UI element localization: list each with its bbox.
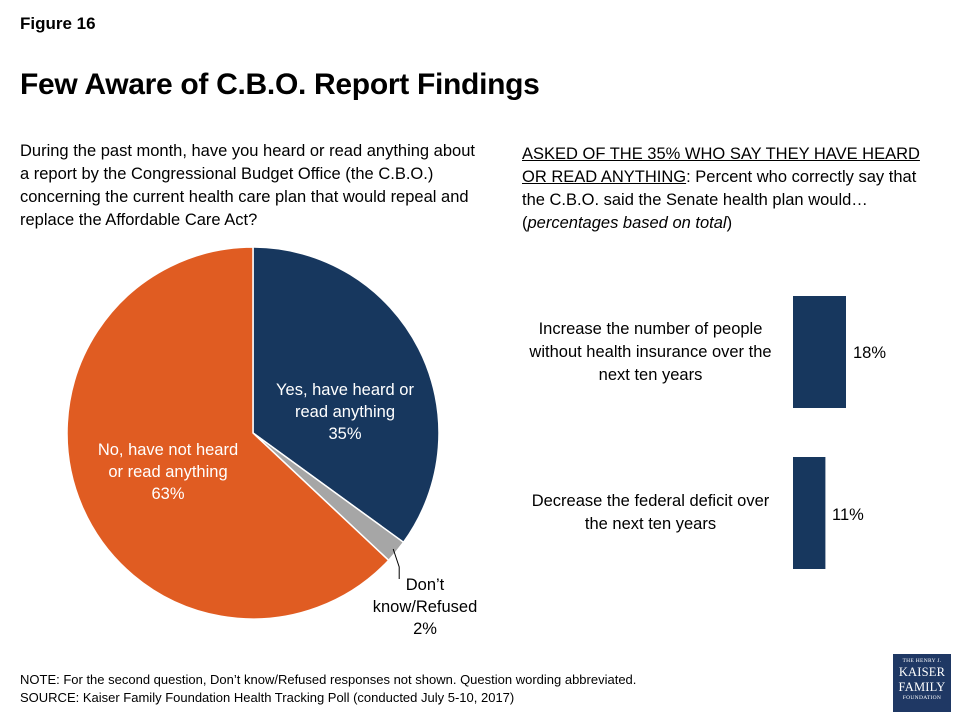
chart-title: Few Aware of C.B.O. Report Findings (20, 68, 540, 101)
bar-category-1-line1: Increase the number of people (538, 320, 763, 338)
pie-label-yes-line1: Yes, have heard or (276, 381, 414, 399)
logo-line2: KAISER (898, 665, 946, 679)
pie-leader-line (392, 548, 400, 579)
pie-slice-yes (252, 246, 440, 544)
note-text: NOTE: For the second question, Don’t kno… (20, 672, 637, 687)
bar-category-2: Decrease the federal deficit over the ne… (513, 490, 788, 536)
right-question-paren-open: ( (522, 214, 528, 232)
bar-category-2-line1: Decrease the federal deficit over (531, 492, 770, 510)
right-question-text: : Percent who correctly say that the C.B… (522, 168, 917, 209)
figure-label: Figure 16 (20, 14, 96, 33)
kff-logo: THE HENRY J. KAISER FAMILY FOUNDATION (893, 654, 951, 712)
right-question-italic: percentages based on total (527, 214, 727, 232)
pie-slice-no (66, 246, 390, 620)
bar-category-1-line2: without health insurance over the (529, 343, 772, 361)
pie-label-yes: Yes, have heard or read anything 35% (250, 379, 440, 445)
bar-value-1: 18% (853, 344, 887, 362)
pie-label-yes-value: 35% (328, 425, 362, 443)
source-text: SOURCE: Kaiser Family Foundation Health … (20, 690, 515, 705)
pie-chart (66, 246, 440, 620)
right-question-underlined: ASKED OF THE 35% WHO SAY THEY HAVE HEARD… (522, 145, 920, 186)
pie-label-dontknow-value: 2% (413, 620, 437, 638)
left-question: During the past month, have you heard or… (20, 142, 475, 229)
bar-chart (793, 296, 846, 569)
pie-label-no: No, have not heard or read anything 63% (73, 439, 263, 505)
right-question: ASKED OF THE 35% WHO SAY THEY HAVE HEARD… (522, 143, 932, 235)
pie-label-dontknow-line1: Don’t (405, 576, 445, 594)
right-question-paren-close: ) (726, 214, 733, 232)
logo-line4: FOUNDATION (902, 695, 942, 701)
bar-2 (793, 457, 826, 569)
bar-category-2-line2: the next ten years (584, 515, 717, 533)
logo-line3: FAMILY (898, 680, 946, 694)
pie-label-dontknow: Don’t know/Refused 2% (360, 574, 490, 640)
bar-1 (793, 296, 846, 408)
footnotes: NOTE: For the second question, Don’t kno… (20, 671, 636, 707)
bar-category-1-line3: next ten years (598, 366, 703, 384)
pie-label-no-line1: No, have not heard (97, 441, 239, 459)
bar-value-2: 11% (832, 506, 864, 524)
pie-label-no-line2: or read anything (108, 463, 228, 481)
pie-label-yes-line2: read anything (295, 403, 395, 421)
pie-label-dontknow-line2: know/Refused (372, 598, 478, 616)
logo-line1: THE HENRY J. (902, 658, 942, 664)
pie-label-no-value: 63% (151, 485, 185, 503)
bar-category-1: Increase the number of people without he… (513, 318, 788, 387)
